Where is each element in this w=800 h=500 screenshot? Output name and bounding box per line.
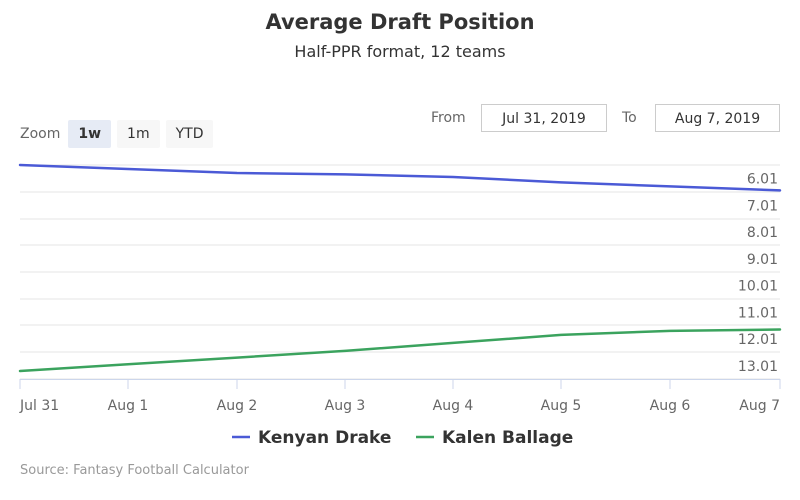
y-tick-label: 9.01 bbox=[747, 252, 778, 268]
x-tick-label: Aug 4 bbox=[433, 398, 474, 414]
x-tick-label: Aug 7 bbox=[739, 398, 780, 414]
y-tick-label: 8.01 bbox=[747, 225, 778, 241]
from-date-input[interactable]: Jul 31, 2019 bbox=[481, 104, 607, 132]
chart-subtitle: Half-PPR format, 12 teams bbox=[294, 42, 506, 61]
legend-label: Kenyan Drake bbox=[258, 428, 391, 448]
zoom-1m-button[interactable]: 1m bbox=[117, 120, 160, 148]
legend-label: Kalen Ballage bbox=[442, 428, 573, 448]
to-label: To bbox=[622, 110, 637, 126]
legend-item-kalen-ballage[interactable]: Kalen Ballage bbox=[416, 428, 573, 448]
y-tick-label: 6.01 bbox=[747, 172, 778, 188]
series-line-kalen-ballage[interactable] bbox=[18, 328, 782, 373]
zoom-bar: Zoom 1w 1m YTD bbox=[20, 120, 219, 148]
zoom-1w-button[interactable]: 1w bbox=[68, 120, 112, 148]
zoom-ytd-button[interactable]: YTD bbox=[165, 120, 214, 148]
x-tick-label: Aug 6 bbox=[650, 398, 691, 414]
x-tick-label: Aug 3 bbox=[325, 398, 366, 414]
x-tick-label: Aug 2 bbox=[217, 398, 258, 414]
zoom-label: Zoom bbox=[20, 126, 61, 142]
legend-item-kenyan-drake[interactable]: Kenyan Drake bbox=[232, 428, 391, 448]
chart-title: Average Draft Position bbox=[265, 10, 535, 34]
y-tick-label: 7.01 bbox=[747, 198, 778, 214]
x-tick-label: Jul 31 bbox=[19, 398, 59, 414]
from-label: From bbox=[431, 110, 466, 126]
x-tick-label: Aug 1 bbox=[108, 398, 149, 414]
y-tick-label: 12.01 bbox=[738, 332, 778, 348]
y-tick-label: 10.01 bbox=[738, 279, 778, 295]
x-tick-label: Aug 5 bbox=[541, 398, 582, 414]
y-tick-label: 11.01 bbox=[738, 305, 778, 321]
to-date-input[interactable]: Aug 7, 2019 bbox=[655, 104, 780, 132]
series-line-kenyan-drake[interactable] bbox=[18, 163, 782, 192]
y-tick-label: 13.01 bbox=[738, 359, 778, 375]
source-credit: Source: Fantasy Football Calculator bbox=[20, 463, 249, 478]
